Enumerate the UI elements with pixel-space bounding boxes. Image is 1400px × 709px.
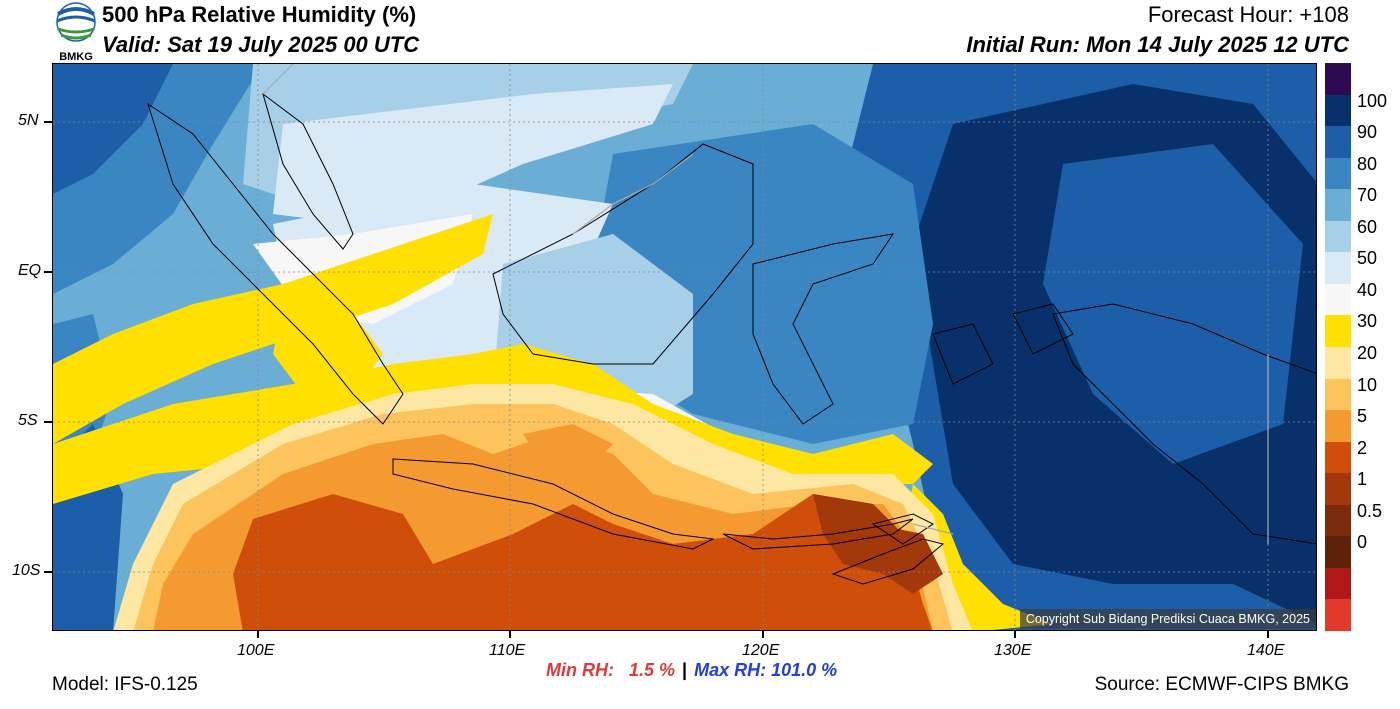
colorbar-label: 40 — [1357, 279, 1378, 300]
colorbar-label: 2 — [1357, 437, 1368, 458]
lon-tick — [762, 631, 764, 638]
colorbar-swatch — [1325, 504, 1351, 537]
colorbar-swatch — [1325, 126, 1351, 159]
colorbar-swatch — [1325, 157, 1351, 190]
colorbar-label: 80 — [1357, 153, 1378, 174]
colorbar-swatch — [1325, 220, 1351, 253]
colorbar-swatch — [1325, 94, 1351, 127]
colorbar-swatch — [1325, 189, 1351, 222]
stats-separator: | — [682, 660, 688, 680]
lon-tick — [509, 631, 511, 638]
colorbar-swatch — [1325, 378, 1351, 411]
colorbar-label: 1 — [1357, 469, 1368, 490]
forecast-hour: Forecast Hour: +108 — [1147, 2, 1349, 27]
lon-label-100e: 100E — [237, 642, 275, 659]
lon-label-130e: 130E — [994, 642, 1032, 659]
lon-label-110e: 110E — [489, 642, 526, 659]
colorbar-swatch — [1325, 473, 1351, 506]
colorbar-label: 10 — [1357, 374, 1378, 395]
lat-tick — [44, 571, 52, 573]
max-rh-label: Max RH: — [694, 660, 767, 680]
min-rh-label: Min RH: — [546, 660, 614, 680]
source-label: Source: ECMWF-CIPS BMKG — [1094, 674, 1349, 695]
colorbar-label: 100 — [1357, 90, 1388, 111]
colorbar-swatch — [1325, 441, 1351, 474]
colorbar-swatch — [1325, 536, 1351, 569]
colorbar-label: 0.5 — [1357, 500, 1383, 521]
humidity-map — [52, 63, 1317, 631]
colorbar — [1325, 63, 1351, 632]
map-title: 500 hPa Relative Humidity (%) — [102, 2, 417, 27]
lat-tick — [44, 271, 52, 273]
lat-label-10s: 10S — [12, 562, 41, 579]
bmkg-logo: BMKG — [52, 2, 100, 63]
lon-tick — [1267, 631, 1269, 638]
colorbar-label: 5 — [1357, 406, 1368, 427]
colorbar-swatch — [1325, 252, 1351, 285]
colorbar-swatch — [1325, 63, 1351, 96]
initial-run: Initial Run: Mon 14 July 2025 12 UTC — [966, 32, 1349, 57]
lon-label-140e: 140E — [1247, 642, 1285, 659]
lat-label-5s: 5S — [18, 412, 38, 429]
colorbar-label: 60 — [1357, 216, 1378, 237]
bmkg-logo-icon — [56, 2, 96, 42]
colorbar-swatch — [1325, 410, 1351, 443]
colorbar-swatch — [1325, 599, 1351, 632]
lon-tick — [257, 631, 259, 638]
lat-tick — [44, 121, 52, 123]
copyright-notice: Copyright Sub Bidang Prediksi Cuaca BMKG… — [1019, 609, 1316, 629]
colorbar-label: 70 — [1357, 185, 1378, 206]
logo-text: BMKG — [59, 51, 93, 63]
rh-stats: Min RH: 1.5 % | Max RH: 101.0 % — [546, 660, 837, 681]
colorbar-label: 90 — [1357, 122, 1378, 143]
lat-label-5n: 5N — [18, 112, 39, 129]
lon-tick — [1014, 631, 1016, 638]
colorbar-label: 20 — [1357, 343, 1378, 363]
lon-label-120e: 120E — [742, 642, 780, 659]
valid-time: Valid: Sat 19 July 2025 00 UTC — [102, 32, 420, 57]
lat-label-eq: EQ — [18, 262, 42, 279]
colorbar-swatch — [1325, 347, 1351, 380]
model-label: Model: IFS-0.125 — [52, 674, 198, 695]
colorbar-swatch — [1325, 283, 1351, 316]
colorbar-label: 50 — [1357, 248, 1378, 269]
colorbar-label: 30 — [1357, 311, 1378, 332]
colorbar-swatch — [1325, 315, 1351, 348]
humidity-field — [53, 64, 1316, 630]
lat-tick — [44, 421, 52, 423]
colorbar-label: 0 — [1357, 532, 1368, 553]
max-rh-value: 101.0 % — [771, 660, 838, 680]
min-rh-value: 1.5 % — [629, 660, 676, 680]
colorbar-swatch — [1325, 567, 1351, 600]
